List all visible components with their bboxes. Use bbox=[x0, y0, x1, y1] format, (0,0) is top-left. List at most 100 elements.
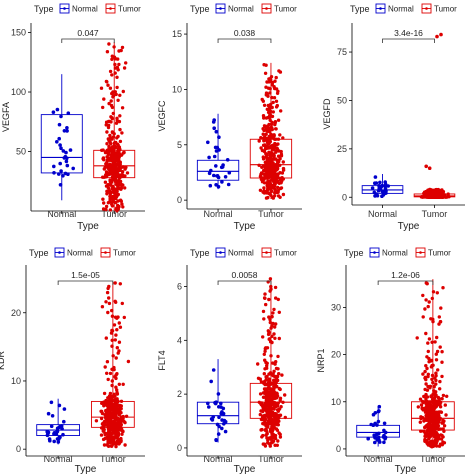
data-point bbox=[271, 177, 276, 182]
data-point bbox=[257, 163, 261, 167]
data-point bbox=[268, 139, 272, 144]
data-point bbox=[281, 400, 285, 404]
data-point bbox=[106, 137, 111, 141]
data-point bbox=[112, 367, 116, 372]
data-point bbox=[260, 427, 264, 432]
data-point bbox=[212, 173, 216, 178]
data-point bbox=[429, 432, 433, 437]
data-point bbox=[274, 360, 278, 364]
data-point bbox=[269, 122, 274, 127]
x-axis-label: Type bbox=[77, 221, 99, 232]
data-point bbox=[215, 422, 220, 427]
data-point bbox=[125, 171, 130, 175]
data-point bbox=[50, 414, 55, 418]
data-point bbox=[271, 196, 275, 200]
data-point bbox=[436, 188, 441, 193]
y-axis-label: NRP1 bbox=[316, 348, 326, 372]
data-point bbox=[272, 407, 276, 411]
data-point bbox=[265, 188, 270, 193]
data-point bbox=[112, 155, 116, 160]
data-point bbox=[110, 441, 115, 445]
data-point bbox=[260, 180, 265, 184]
data-point bbox=[260, 176, 264, 180]
data-point bbox=[267, 297, 271, 302]
y-tick-label: 100 bbox=[11, 87, 26, 97]
data-point bbox=[68, 148, 73, 152]
legend: Type Normal Tumor bbox=[350, 3, 457, 14]
data-point bbox=[273, 188, 278, 193]
data-point bbox=[116, 57, 120, 61]
data-point bbox=[440, 397, 444, 401]
data-point bbox=[110, 379, 115, 383]
y-tick-label: 0 bbox=[177, 443, 182, 453]
data-point bbox=[122, 150, 126, 155]
data-point bbox=[117, 340, 122, 344]
data-point bbox=[425, 355, 429, 359]
data-point bbox=[270, 334, 274, 339]
significance-bracket: 3.4e-16 bbox=[382, 28, 435, 43]
data-point bbox=[257, 139, 261, 143]
data-point bbox=[419, 416, 423, 421]
data-point bbox=[265, 366, 269, 370]
data-point bbox=[121, 205, 125, 209]
data-point bbox=[271, 432, 275, 437]
data-point bbox=[276, 163, 280, 167]
data-point bbox=[283, 393, 287, 397]
data-point bbox=[262, 317, 266, 321]
data-point bbox=[215, 174, 219, 178]
data-point bbox=[118, 162, 122, 166]
data-point bbox=[440, 360, 444, 364]
data-point bbox=[426, 414, 431, 418]
data-point bbox=[267, 387, 271, 391]
x-axis-label: Type bbox=[234, 464, 256, 474]
data-point bbox=[272, 384, 276, 388]
data-point bbox=[57, 425, 61, 430]
data-point bbox=[264, 162, 269, 166]
data-point bbox=[424, 281, 428, 285]
data-point bbox=[273, 379, 278, 383]
data-point bbox=[57, 172, 61, 176]
data-point bbox=[102, 167, 107, 171]
data-point bbox=[271, 425, 276, 429]
bracket-line bbox=[217, 280, 272, 285]
legend-label-normal: Normal bbox=[67, 249, 93, 258]
data-point bbox=[120, 45, 125, 50]
data-point bbox=[426, 372, 430, 376]
data-point bbox=[375, 193, 380, 198]
data-point bbox=[119, 411, 123, 415]
data-point bbox=[430, 340, 434, 344]
data-point bbox=[264, 378, 268, 382]
data-point bbox=[47, 437, 52, 441]
data-point bbox=[278, 195, 282, 199]
data-point bbox=[59, 169, 63, 173]
data-point bbox=[227, 170, 232, 175]
data-point bbox=[264, 427, 268, 431]
data-point bbox=[262, 395, 267, 399]
data-point bbox=[420, 195, 424, 199]
data-point bbox=[265, 374, 269, 379]
data-point bbox=[104, 300, 108, 304]
legend-label-tumor: Tumor bbox=[113, 249, 136, 258]
data-point bbox=[267, 337, 271, 341]
data-point bbox=[104, 204, 109, 209]
data-point bbox=[424, 191, 429, 195]
data-point bbox=[432, 385, 436, 389]
data-point bbox=[115, 316, 119, 320]
data-point bbox=[268, 289, 272, 293]
data-point bbox=[101, 156, 106, 160]
data-point bbox=[272, 165, 276, 170]
y-tick-label: 25 bbox=[337, 144, 347, 154]
y-axis-label: FLT4 bbox=[157, 350, 167, 370]
data-point bbox=[431, 429, 435, 433]
box bbox=[196, 159, 240, 181]
data-point bbox=[111, 354, 115, 358]
legend-title: Type bbox=[190, 4, 210, 14]
data-point bbox=[261, 433, 265, 438]
y-axis-label: VEGFD bbox=[322, 98, 332, 130]
data-point bbox=[439, 410, 444, 414]
data-point bbox=[101, 105, 105, 110]
data-point bbox=[108, 434, 113, 438]
data-point bbox=[446, 192, 450, 196]
data-point bbox=[434, 440, 438, 444]
data-point bbox=[123, 186, 127, 190]
